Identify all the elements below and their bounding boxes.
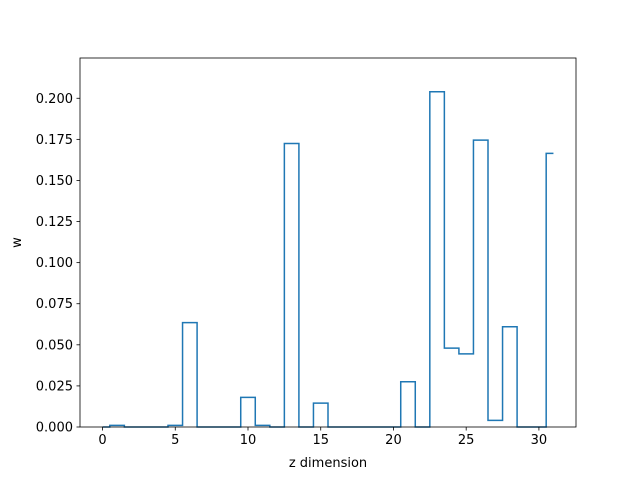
x-tick-label: 30 [531, 433, 548, 448]
y-axis-label: w [10, 237, 25, 248]
x-tick-label: 0 [98, 433, 106, 448]
x-tick-label: 15 [312, 433, 329, 448]
y-tick-label: 0.100 [36, 256, 73, 271]
y-tick-label: 0.050 [36, 338, 73, 353]
y-tick-label: 0.175 [36, 133, 73, 148]
y-tick-label: 0.025 [36, 379, 73, 394]
y-axis-ticks: 0.000 0.025 0.050 0.075 0.100 0.125 0.150 0.175… [36, 92, 80, 436]
y-tick-label: 0.150 [36, 174, 73, 189]
plot-area-background [80, 58, 576, 427]
y-tick-label: 0.075 [36, 297, 73, 312]
x-tick-label: 10 [240, 433, 257, 448]
x-axis-ticks: 0 5 10 15 20 25 30 [98, 427, 547, 448]
y-tick-label: 0.000 [36, 421, 73, 436]
plot-frame [79, 57, 577, 428]
x-tick-label: 20 [385, 433, 402, 448]
series-layer [102, 90, 554, 428]
x-axis-label: z dimension [289, 456, 367, 471]
y-tick-label: 0.200 [36, 92, 73, 107]
series-line-0 [102, 90, 554, 428]
x-tick-label: 25 [458, 433, 475, 448]
y-tick-label: 0.125 [36, 215, 73, 230]
x-tick-label: 5 [171, 433, 179, 448]
